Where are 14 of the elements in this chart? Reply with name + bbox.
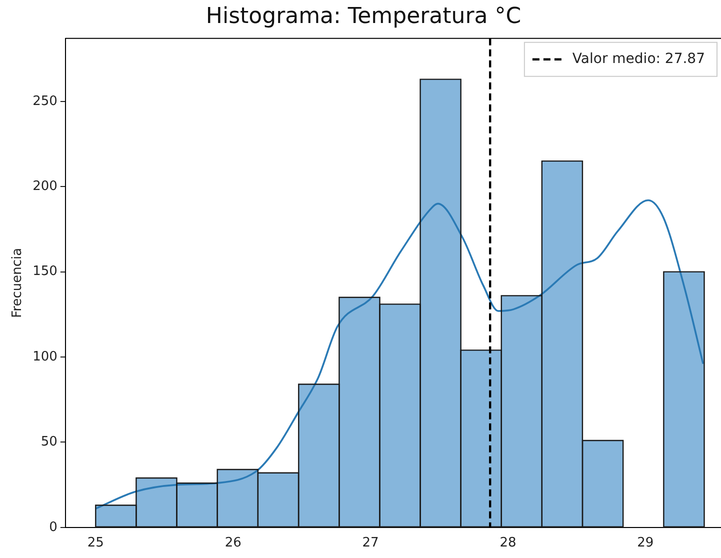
x-tick-label: 28 bbox=[500, 536, 516, 551]
y-tick-label: 250 bbox=[32, 94, 58, 109]
x-tick-label: 26 bbox=[224, 536, 242, 551]
y-tick-label: 0 bbox=[49, 520, 58, 535]
ref-line-label: Valor medio: 27.87 bbox=[572, 51, 706, 68]
x-tick-label: 27 bbox=[362, 536, 379, 551]
y-axis-title: Frecuencia bbox=[10, 248, 26, 318]
x-tick-label: 29 bbox=[637, 536, 654, 551]
chart-title: Histograma: Temperatura °C bbox=[206, 4, 522, 29]
y-tick-label: 150 bbox=[32, 264, 58, 280]
y-tick-label: 200 bbox=[32, 179, 58, 194]
x-tick-label: 25 bbox=[87, 536, 104, 551]
y-tick-label: 100 bbox=[32, 349, 58, 364]
y-tick-label: 50 bbox=[40, 434, 58, 450]
